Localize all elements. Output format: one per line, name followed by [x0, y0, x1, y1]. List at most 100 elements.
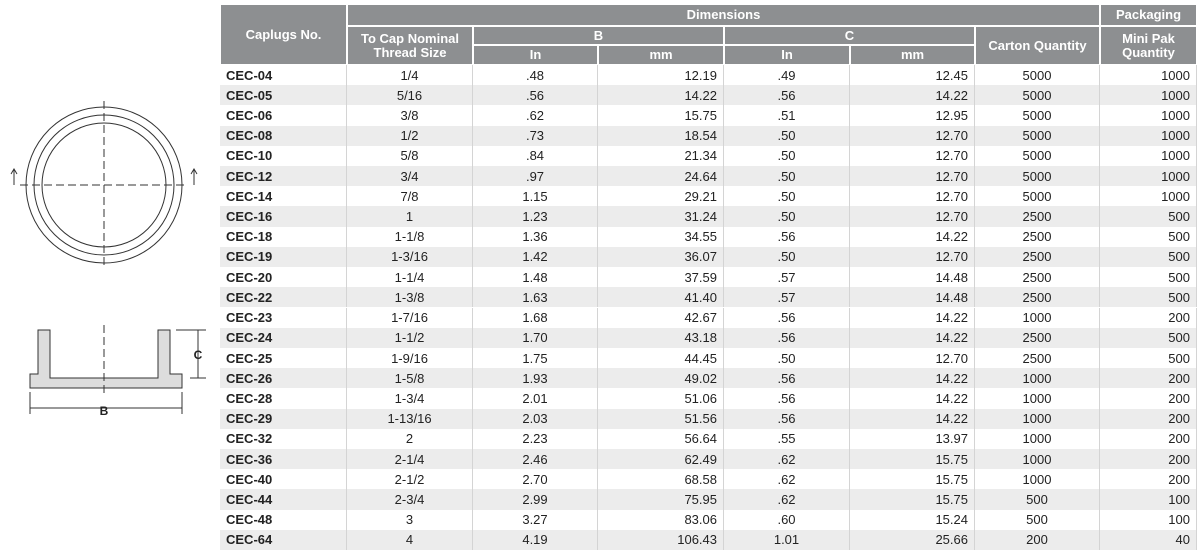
row-bg — [220, 226, 1197, 247]
header-cell: Packaging — [1100, 4, 1197, 26]
table-cell: 12.19 — [598, 65, 724, 86]
table-cell: 44.45 — [598, 347, 724, 369]
part-number: CEC-04 — [220, 65, 347, 86]
header-cell: mm — [598, 45, 724, 65]
table-cell: 1000 — [975, 448, 1100, 470]
part-number: CEC-16 — [220, 206, 347, 227]
table-cell: 1000 — [1100, 105, 1197, 126]
part-number: CEC-18 — [220, 226, 347, 247]
row-bg — [220, 408, 1197, 429]
part-number: CEC-06 — [220, 105, 347, 126]
table-cell: 51.56 — [598, 408, 724, 429]
table-cell: 36.07 — [598, 246, 724, 268]
table-cell: 34.55 — [598, 226, 724, 247]
table-cell: 100 — [1100, 489, 1197, 510]
table-cell: 1/4 — [347, 65, 473, 86]
header-cell: Carton Quantity — [975, 26, 1100, 65]
table-cell: .56 — [724, 85, 850, 106]
table-cell: 1000 — [1100, 85, 1197, 106]
table-cell: 14.22 — [598, 85, 724, 106]
table-cell: 1.68 — [473, 307, 598, 328]
table-cell: 1-3/4 — [347, 388, 473, 409]
row-bg — [220, 65, 1197, 86]
table-cell: 14.22 — [850, 388, 975, 409]
table-cell: 15.75 — [598, 105, 724, 126]
table-cell: 2500 — [975, 267, 1100, 288]
table-cell: 106.43 — [598, 529, 724, 550]
row-bg — [220, 206, 1197, 227]
table-cell: .50 — [724, 186, 850, 207]
part-number: CEC-05 — [220, 85, 347, 106]
table-cell: 42.67 — [598, 307, 724, 328]
table-cell: 5000 — [975, 166, 1100, 187]
table-cell: .62 — [473, 105, 598, 126]
table-cell: 1-1/4 — [347, 267, 473, 288]
table-cell: 1-3/16 — [347, 246, 473, 268]
table-cell: 1000 — [975, 408, 1100, 429]
table-cell: .56 — [724, 307, 850, 328]
row-bg — [220, 246, 1197, 268]
row-bg — [220, 307, 1197, 328]
table-cell: 2500 — [975, 327, 1100, 348]
table-cell: .50 — [724, 145, 850, 167]
header-cell: In — [724, 45, 850, 65]
table-cell: .57 — [724, 287, 850, 308]
table-cell: 200 — [975, 529, 1100, 550]
table-cell: 40 — [1100, 529, 1197, 550]
table-cell: 12.70 — [850, 145, 975, 167]
table-cell: 14.22 — [850, 327, 975, 348]
part-number: CEC-25 — [220, 347, 347, 369]
table-cell: 1/2 — [347, 125, 473, 146]
row-bg — [220, 85, 1197, 106]
table-cell: 200 — [1100, 307, 1197, 328]
table-cell: 500 — [1100, 206, 1197, 227]
table-cell: 12.70 — [850, 206, 975, 227]
table-cell: 1.36 — [473, 226, 598, 247]
table-cell: .56 — [724, 408, 850, 429]
table-cell: 500 — [1100, 226, 1197, 247]
table-cell: 1000 — [1100, 65, 1197, 86]
table-cell: .50 — [724, 166, 850, 187]
table-cell: 14.48 — [850, 287, 975, 308]
table-cell: 4 — [347, 529, 473, 550]
table-cell: 500 — [975, 489, 1100, 510]
row-bg — [220, 388, 1197, 409]
table-cell: .62 — [724, 469, 850, 490]
table-cell: 1-1/8 — [347, 226, 473, 247]
table-cell: 1 — [347, 206, 473, 227]
table-cell: 200 — [1100, 388, 1197, 409]
table-cell: 5/8 — [347, 145, 473, 167]
table-cell: 62.49 — [598, 448, 724, 470]
dim-label: B — [100, 404, 109, 418]
table-cell: 75.95 — [598, 489, 724, 510]
table-cell: 18.54 — [598, 125, 724, 146]
header-cell: Caplugs No. — [220, 4, 347, 65]
table-cell: .62 — [724, 448, 850, 470]
part-number: CEC-29 — [220, 408, 347, 429]
table-cell: 29.21 — [598, 186, 724, 207]
table-cell: 5000 — [975, 85, 1100, 106]
part-number: CEC-28 — [220, 388, 347, 409]
table-cell: 1000 — [975, 388, 1100, 409]
table-cell: 200 — [1100, 469, 1197, 490]
table-cell: .56 — [724, 368, 850, 389]
table-cell: 12.70 — [850, 186, 975, 207]
table-cell: 12.70 — [850, 246, 975, 268]
table-cell: .84 — [473, 145, 598, 167]
header-cell: mm — [850, 45, 975, 65]
table-cell: 500 — [1100, 327, 1197, 348]
table-cell: 12.70 — [850, 125, 975, 146]
table-cell: 41.40 — [598, 287, 724, 308]
header-cell: Mini Pak Quantity — [1100, 26, 1197, 65]
row-bg — [220, 347, 1197, 369]
table-cell: 3/8 — [347, 105, 473, 126]
table-cell: 500 — [975, 509, 1100, 530]
table-cell: 15.75 — [850, 448, 975, 470]
table-cell: 25.66 — [850, 529, 975, 550]
header-cell: To Cap Nominal Thread Size — [347, 26, 473, 65]
table-cell: 2-3/4 — [347, 489, 473, 510]
table-cell: .57 — [724, 267, 850, 288]
table-cell: 1.75 — [473, 347, 598, 369]
table-cell: .56 — [724, 226, 850, 247]
header-cell: C — [724, 26, 975, 45]
